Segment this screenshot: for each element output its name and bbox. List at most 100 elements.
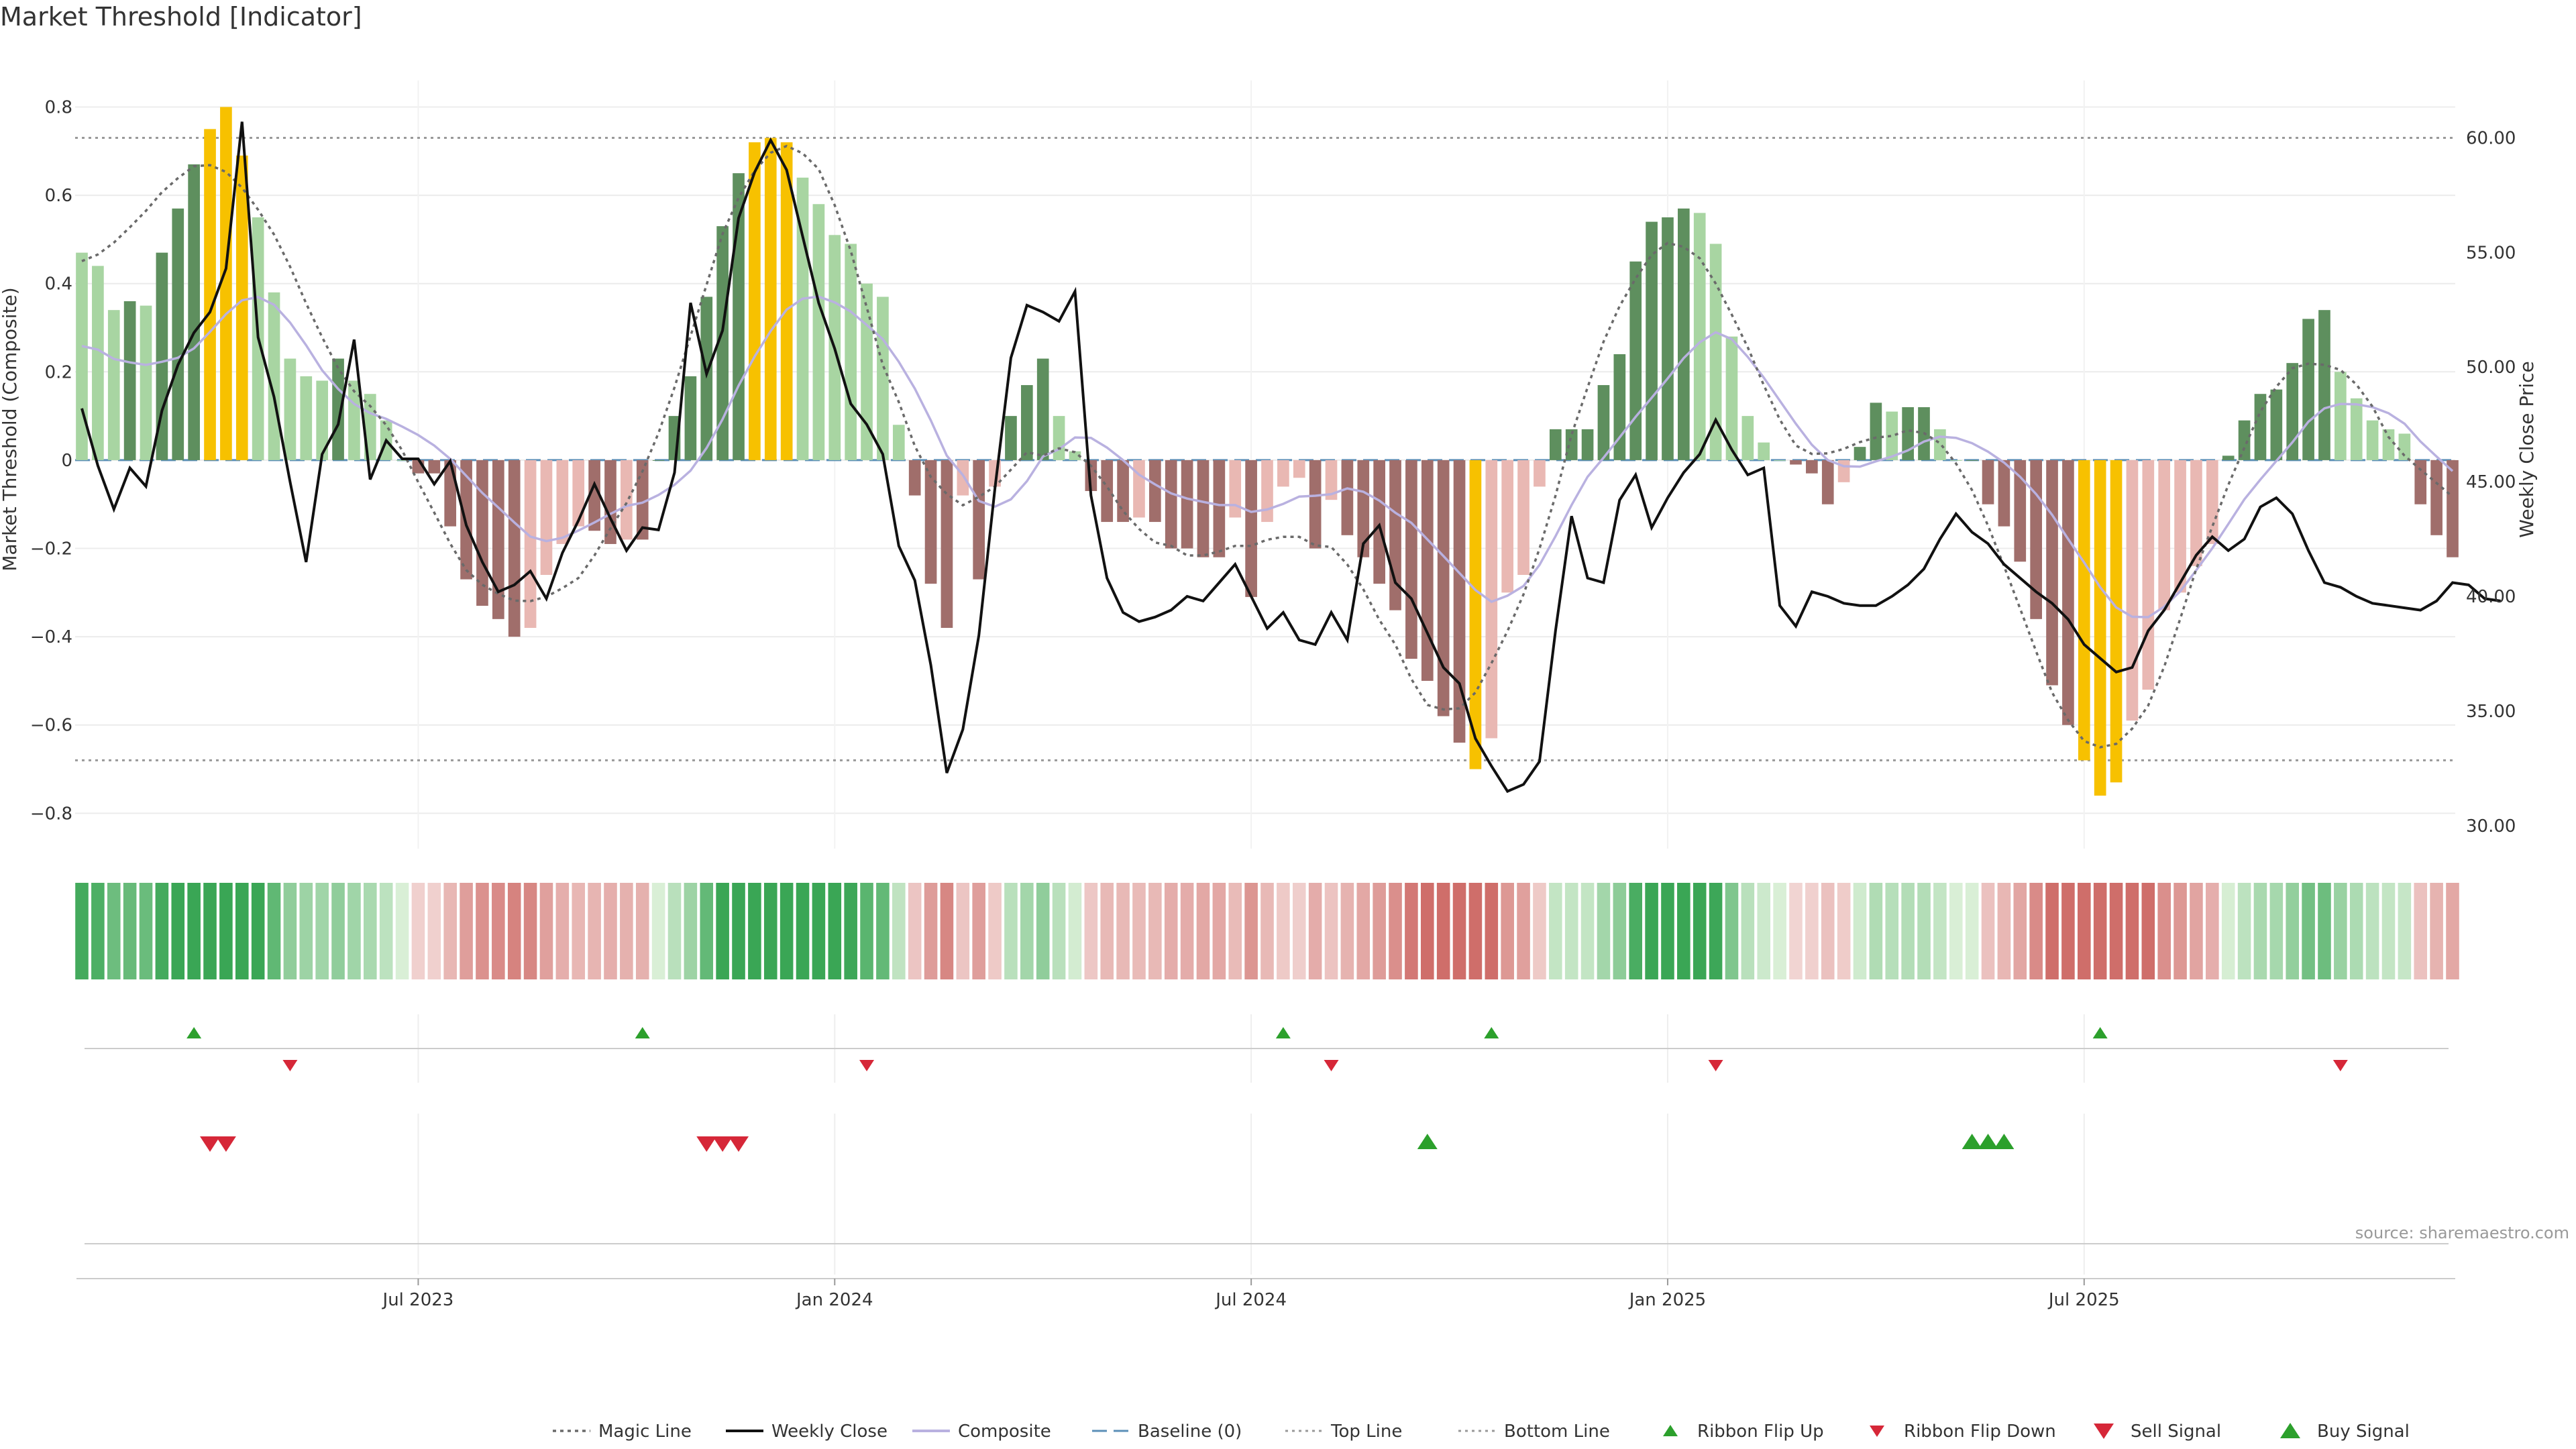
ribbon-cell [2334,883,2347,979]
composite-bar [540,460,553,576]
ribbon-cell [1228,883,1242,979]
y-axis-right-label: Weekly Close Price [2516,361,2538,537]
ribbon-cell [572,883,586,979]
ribbon-cell [1180,883,1194,979]
ribbon-cell [796,883,810,979]
composite-bar [2014,460,2027,562]
ribbon-cell [860,883,873,979]
weekly-close-line [80,121,2501,794]
ribbon-flip-panel [85,1014,2449,1083]
x-tick-label: Jul 2023 [382,1290,454,1310]
composite-bar [76,252,88,460]
composite-bar [2078,460,2090,761]
composite-bar [1149,460,1161,523]
ribbon-cell [1084,883,1098,979]
ribbon-cell [2141,883,2155,979]
ribbon-cell [1260,883,1274,979]
ribbon-cell [476,883,489,979]
composite-bar [1709,244,1722,460]
ribbon-cell [2381,883,2396,979]
x-tick-label: Jan 2025 [1628,1290,1707,1310]
y-tick-label: 0.2 [45,362,72,382]
y-tick-label: −0.6 [30,716,72,736]
sell-signal-marker [712,1136,733,1152]
composite-bar [1101,460,1114,523]
composite-bar [1662,217,1674,460]
y-tick-label: 0.8 [45,97,72,117]
composite-bar [1165,460,1177,549]
y-right-tick-label: 30.00 [2466,816,2516,837]
composite-bar [2158,460,2171,610]
ribbon-cell [2013,883,2027,979]
ribbon-cell [2206,883,2219,979]
legend: Magic Line Weekly Close Composite Baseline … [553,1421,2410,1442]
ribbon-cell [2109,883,2123,979]
ribbon-cell [1244,883,1258,979]
ribbon-cell [364,883,377,979]
composite-bar [1069,451,1081,460]
composite-bar [588,460,600,531]
ribbon-cell [1420,883,1434,979]
legend-label: Ribbon Flip Up [1697,1421,1824,1442]
ribbon-cell [2045,883,2059,979]
ribbon-cell [2398,883,2412,979]
ribbon-cell [1373,883,1386,979]
ribbon-cell [1901,883,1915,979]
ribbon-cell [1597,883,1611,979]
composite-bar [1758,442,1770,460]
ribbon-cell [1116,883,1130,979]
composite-bar [107,310,120,460]
composite-bar [2254,394,2267,460]
y-right-tick-label: 50.00 [2466,358,2516,378]
ribbon-cell [1645,883,1658,979]
ribbon-cell [171,883,185,979]
composite-bar [1005,416,1017,460]
ribbon-cell [956,883,970,979]
ribbon-flip-up-marker [186,1027,202,1038]
ribbon-cell [732,883,745,979]
ribbon-cell [395,883,409,979]
ribbon-cell [2093,883,2107,979]
ribbon-cell [651,883,665,979]
ribbon-cell [763,883,777,979]
composite-bar [2398,433,2411,460]
composite-bar [812,204,825,460]
composite-bar [156,252,168,460]
composite-bar [924,460,937,584]
composite-bar [524,460,537,628]
composite-bar [604,460,616,544]
ribbon-cell [1549,883,1562,979]
ribbon-cell [1036,883,1050,979]
ribbon-cell [1405,883,1418,979]
composite-bar [508,460,521,637]
legend-label: Buy Signal [2317,1421,2410,1442]
ribbon-cell [1324,883,1338,979]
ribbon-cell [1212,883,1226,979]
ribbon-cell [1020,883,1034,979]
ribbon-cell [1965,883,1979,979]
composite-bar [1373,460,1385,584]
composite-bar [140,305,152,460]
ribbon-cell [1100,883,1114,979]
composite-bar [700,297,713,460]
composite-bar [908,460,921,496]
composite-bar [1501,460,1514,593]
ribbon-cell [2349,883,2363,979]
ribbon-cell [1196,883,1210,979]
ribbon-cell [555,883,570,979]
ribbon-cell [1517,883,1530,979]
y-tick-label: −0.8 [30,804,72,824]
ribbon-cell [1949,883,1963,979]
x-tick-label: Jul 2024 [1214,1290,1287,1310]
composite-bar [1646,221,1658,460]
composite-bar [892,425,905,460]
composite-bar [1549,429,1562,460]
composite-bar [1197,460,1210,557]
composite-bar [2142,460,2155,690]
y-tick-label: 0.6 [45,186,72,206]
ribbon-cell [1452,883,1466,979]
ribbon-cell [235,883,249,979]
ribbon-cell [187,883,201,979]
source-label: source: sharemaestro.com [2355,1224,2569,1242]
ribbon-flip-up-marker [2092,1027,2108,1038]
